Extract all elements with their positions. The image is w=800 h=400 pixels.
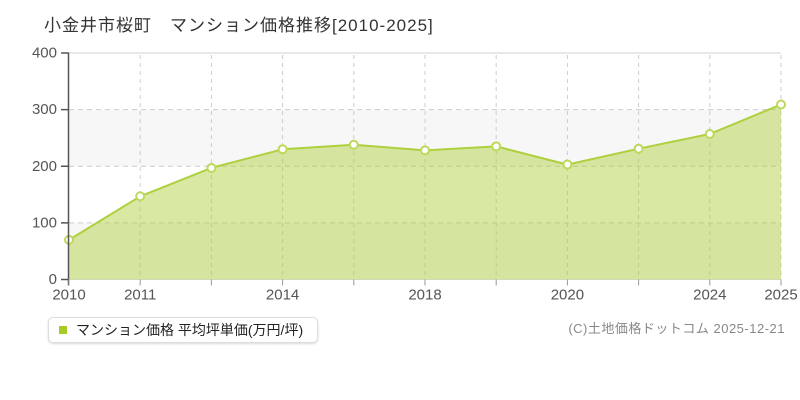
data-point	[633, 143, 644, 154]
y-tick-label: 300	[32, 101, 57, 118]
data-point	[135, 191, 146, 202]
data-point	[491, 141, 502, 152]
y-tick-label: 200	[32, 158, 57, 175]
series-marker-icon	[59, 326, 67, 334]
data-point	[776, 99, 786, 110]
price-trend-plot: 0 100 200 300 400 2010 2011 2014 2018 2020 2024 202…	[32, 45, 798, 304]
data-point	[348, 139, 359, 150]
data-point	[420, 145, 430, 156]
y-tick-label: 0	[49, 271, 57, 288]
data-point	[562, 159, 573, 170]
data-point	[206, 162, 217, 173]
x-tick-label: 2020	[551, 287, 584, 304]
legend: マンション価格 平均坪単価(万円/坪)	[48, 317, 319, 343]
x-tick-label: 2014	[266, 287, 299, 304]
x-tick-label: 2018	[408, 287, 441, 304]
chart-title: 小金井市桜町 マンション価格推移[2010-2025]	[44, 16, 434, 35]
copyright-text: (C)土地価格ドットコム 2025-12-21	[568, 321, 785, 336]
x-tick-label: 2025	[764, 287, 797, 304]
data-point	[277, 144, 288, 155]
x-tick-label: 2010	[52, 287, 85, 304]
x-tick-label: 2011	[124, 287, 156, 304]
data-point	[704, 128, 715, 139]
series-area	[69, 104, 781, 280]
legend-series-label: マンション価格 平均坪単価(万円/坪)	[76, 322, 304, 338]
y-tick-label: 100	[32, 214, 57, 231]
y-tick-label: 400	[32, 45, 57, 62]
x-tick-label: 2024	[693, 287, 726, 304]
